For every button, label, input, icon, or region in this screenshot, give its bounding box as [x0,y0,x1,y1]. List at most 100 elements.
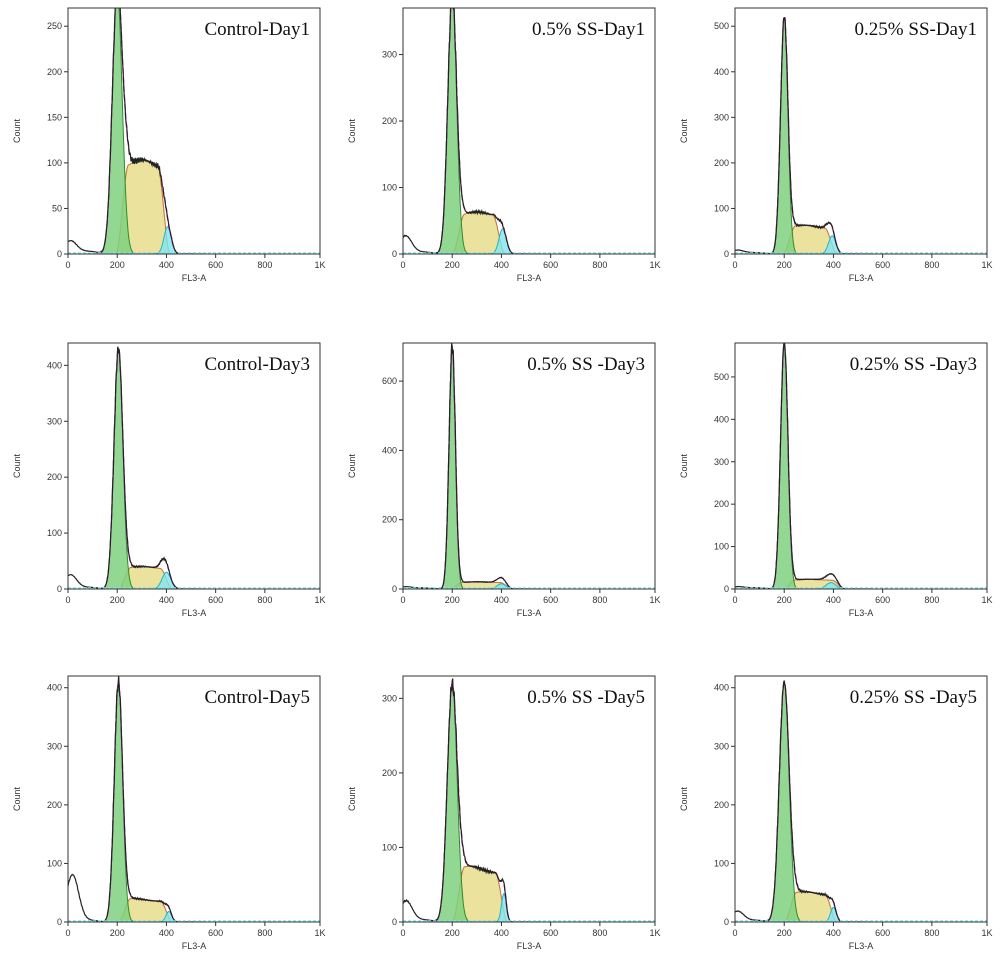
y-tick-label: 200 [714,499,729,509]
panel-title: 0.25% SS-Day1 [855,19,977,40]
panel-title: Control-Day5 [204,687,310,708]
y-tick-label: 400 [382,445,397,455]
y-axis-label: Count [679,787,689,812]
y-tick-label: 100 [47,528,62,538]
x-tick-label: 200 [777,928,792,938]
x-tick-label: 600 [875,260,890,270]
x-tick-label: 0 [65,260,70,270]
x-tick-label: 1K [314,595,325,605]
plot-frame [734,342,988,590]
phase-g1-peak [769,16,800,254]
panel-title: 0.5% SS -Day3 [527,354,645,375]
x-tick-label: 400 [494,928,509,938]
x-tick-label: 400 [159,928,174,938]
y-tick-label: 300 [714,741,729,751]
plot-frame [734,675,988,923]
y-tick-label: 200 [382,116,397,126]
x-tick-label: 400 [494,595,509,605]
plot-frame [402,7,656,255]
x-tick-label: 200 [777,260,792,270]
histogram-svg: 0 200 400 600 800 1K 0 100 200 300 FL3-A Count 0.5% … [347,675,661,951]
histogram-panel: 0 200 400 600 800 1K 0 100 200 300 400 500 FL3-A Coun… [667,0,997,300]
x-tick-label: 800 [924,928,939,938]
histogram-svg: 0 200 400 600 800 1K 0 100 200 300 FL3-A Count 0.5% … [347,7,661,283]
x-tick-label: 800 [592,260,607,270]
data-histogram-line [68,676,206,922]
x-axis-label: FL3-A [849,608,874,618]
data-histogram-line [403,678,541,922]
x-tick-label: 1K [314,928,325,938]
y-tick-label: 400 [47,360,62,370]
x-tick-label: 400 [826,595,841,605]
model-fit-line [759,13,863,254]
x-tick-label: 200 [445,260,460,270]
y-tick-label: 400 [714,67,729,77]
data-histogram-line [735,17,873,254]
x-tick-label: 0 [400,928,405,938]
histogram-panel: 0 200 400 600 800 1K 0 100 200 300 400 500 FL3-A Coun… [667,335,997,635]
y-tick-label: 200 [47,67,62,77]
y-axis-label: Count [12,454,22,479]
x-tick-label: 200 [110,595,125,605]
y-tick-label: 200 [714,158,729,168]
model-fit-line [427,345,531,589]
x-axis-label: FL3-A [517,273,542,283]
y-tick-label: 100 [714,203,729,213]
histogram-panel: 0 200 400 600 800 1K 0 100 200 300 400 FL3-A Count 0.… [667,668,997,968]
panel-title: Control-Day1 [204,19,310,40]
panel-title: 0.5% SS -Day5 [527,687,645,708]
plot-area [735,13,987,254]
y-tick-label: 0 [392,249,397,259]
y-axis-label: Count [12,787,22,812]
plot-frame [67,675,321,923]
x-tick-label: 1K [649,595,660,605]
y-axis-label: Count [347,119,357,144]
x-tick-label: 0 [732,260,737,270]
x-axis-label: FL3-A [849,273,874,283]
x-tick-label: 600 [543,928,558,938]
y-tick-label: 0 [724,249,729,259]
x-tick-label: 1K [649,260,660,270]
y-tick-label: 500 [714,372,729,382]
plot-area [68,676,320,922]
data-histogram-line [68,8,206,254]
phase-g1-peak [100,346,137,589]
y-tick-label: 400 [714,683,729,693]
histogram-svg: 0 200 400 600 800 1K 0 100 200 300 400 FL3-A Count Co… [12,675,326,951]
x-tick-label: 800 [257,595,272,605]
y-tick-label: 300 [47,416,62,426]
x-tick-label: 800 [257,928,272,938]
x-tick-label: 800 [924,595,939,605]
x-tick-label: 1K [314,260,325,270]
plot-area [403,678,655,922]
y-tick-label: 150 [47,112,62,122]
phase-g1-peak [438,346,466,589]
histogram-panel: 0 200 400 600 800 1K 0 100 200 300 FL3-A Count 0.5% … [335,668,665,968]
x-tick-label: 400 [494,260,509,270]
y-tick-label: 0 [392,584,397,594]
y-axis-label: Count [679,119,689,144]
model-fit-line [759,343,863,589]
y-tick-label: 100 [47,158,62,168]
panel-title: 0.25% SS -Day3 [850,354,977,375]
y-tick-label: 100 [714,858,729,868]
y-tick-label: 200 [382,515,397,525]
y-tick-label: 200 [714,800,729,810]
x-tick-label: 600 [208,928,223,938]
panel-title: 0.25% SS -Day5 [850,687,977,708]
data-histogram-line [735,680,873,922]
x-tick-label: 1K [981,260,992,270]
plot-frame [402,342,656,590]
data-histogram-line [403,8,541,254]
y-tick-label: 200 [47,472,62,482]
x-axis-label: FL3-A [849,941,874,951]
x-axis-label: FL3-A [182,273,207,283]
x-tick-label: 400 [826,260,841,270]
histogram-svg: 0 200 400 600 800 1K 0 100 200 300 400 500 FL3-A Coun… [679,342,993,618]
y-tick-label: 0 [724,917,729,927]
x-tick-label: 600 [543,260,558,270]
y-tick-label: 0 [57,584,62,594]
y-tick-label: 0 [724,584,729,594]
plot-area [403,8,655,254]
